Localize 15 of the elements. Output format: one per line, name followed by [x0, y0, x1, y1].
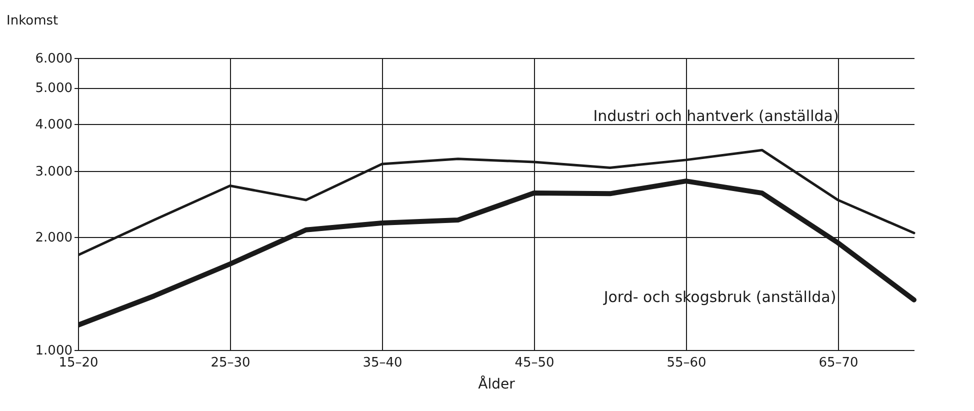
x-tick-label: 15–20	[58, 356, 98, 370]
y-tick-label: 4.000	[35, 118, 72, 133]
y-tick-label: 3.000	[35, 164, 72, 180]
x-tick-label: 35–40	[362, 356, 402, 370]
y-tick-label: 2.000	[35, 230, 72, 246]
y-tick-label: 1.000	[35, 344, 72, 358]
x-tick-label: 65–70	[818, 356, 858, 370]
x-tick-label: 45–50	[514, 356, 554, 370]
y-axis-title: Inkomst	[6, 14, 58, 28]
x-axis-title: Ålder	[478, 376, 516, 392]
y-tick-label: 6.000	[35, 52, 72, 66]
text: Industri och hantverk (anställda)	[593, 107, 839, 125]
x-tick-label: 55–60	[666, 356, 706, 370]
x-tick-label: 25–30	[210, 356, 250, 370]
y-tick-label: 5.000	[35, 81, 72, 96]
